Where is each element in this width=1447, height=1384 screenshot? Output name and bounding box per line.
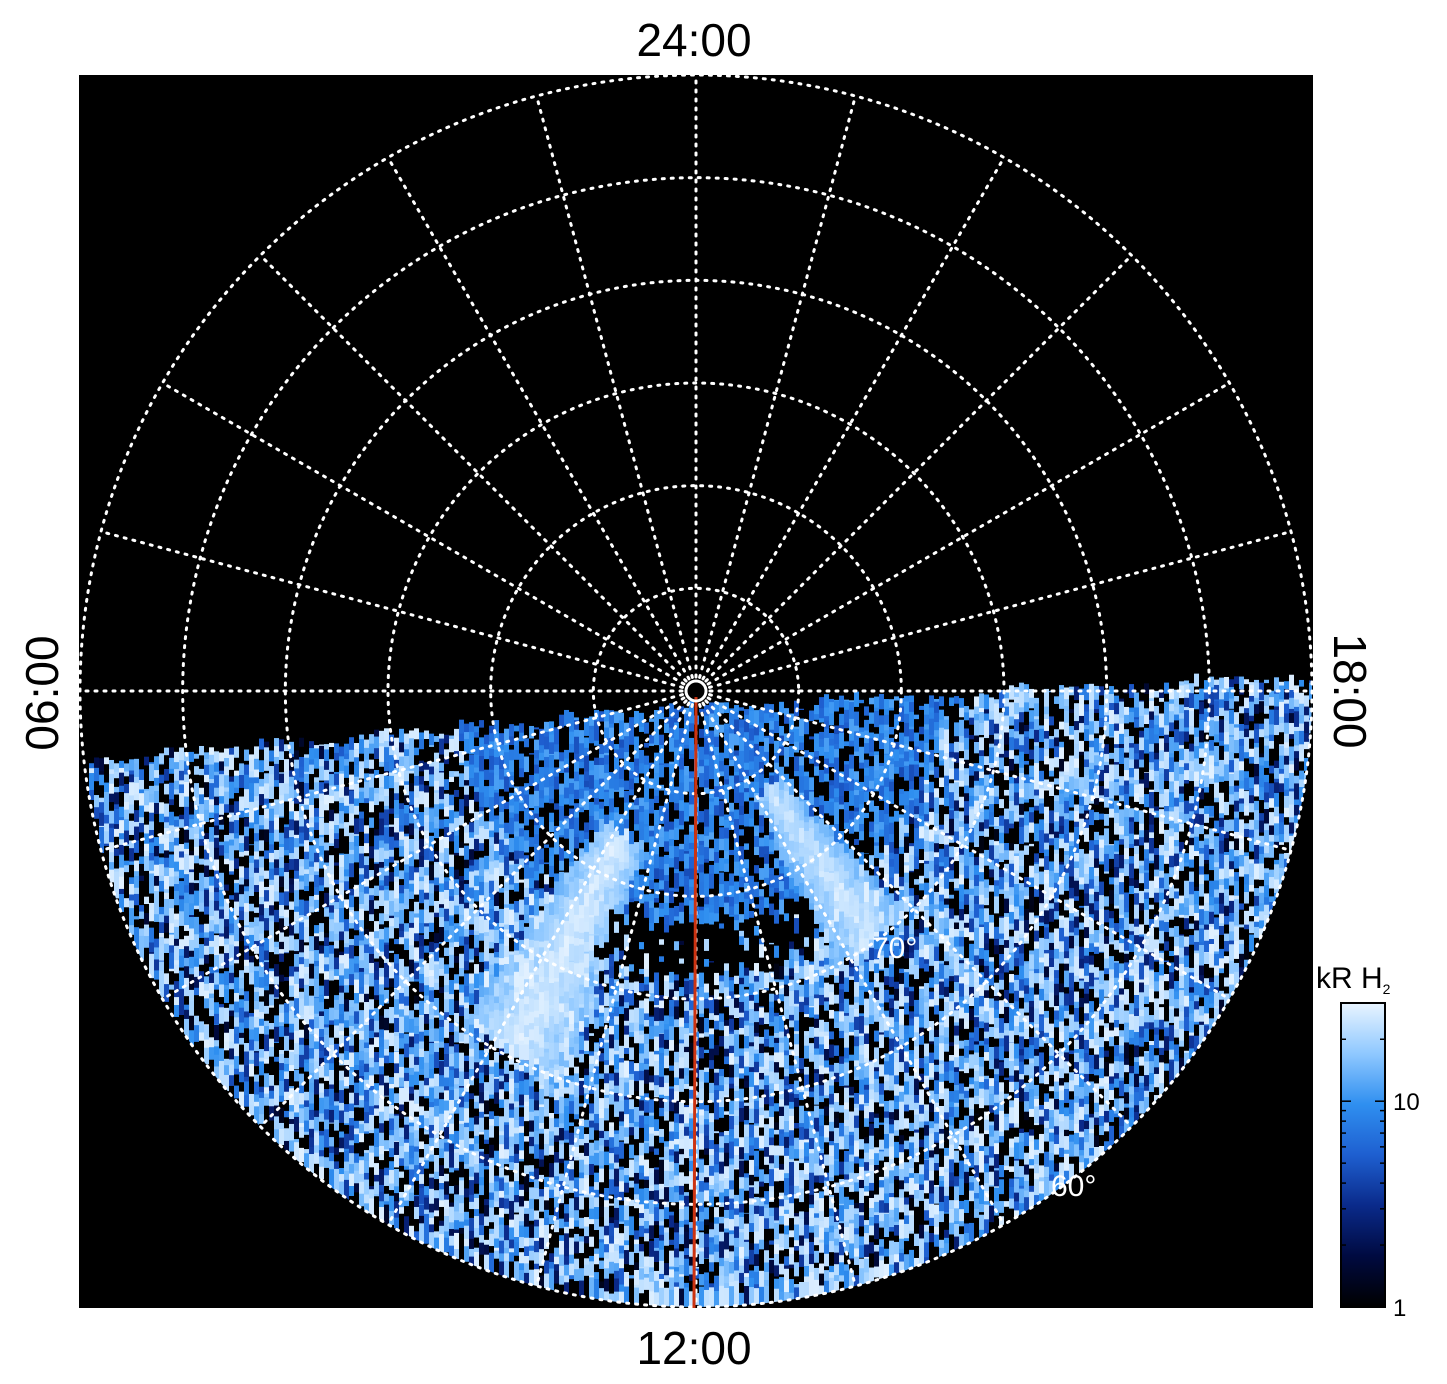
meridian-line xyxy=(161,696,686,1001)
noon-meridian-line xyxy=(692,696,698,1309)
emission-layer xyxy=(89,673,1312,1307)
meridian-line xyxy=(99,693,684,852)
latitude-label-70: 70° xyxy=(872,932,917,965)
latitude-circle xyxy=(386,381,1006,1001)
latitude-label-60: 60° xyxy=(1051,1170,1096,1203)
meridian-line xyxy=(701,701,1006,1226)
meridian-line xyxy=(708,530,1293,689)
latitude-circle xyxy=(181,176,1211,1206)
colorbar-tick-label: 10 xyxy=(1393,1089,1420,1116)
meridian-line xyxy=(706,381,1231,686)
meridian-line xyxy=(701,156,1006,681)
local-time-label-top: 24:00 xyxy=(636,14,751,66)
meridian-line xyxy=(706,696,1231,1001)
meridian-line xyxy=(704,253,1134,683)
meridian-line xyxy=(535,703,694,1288)
meridian-line xyxy=(386,156,691,681)
meridian-line xyxy=(99,530,684,689)
colorbar-title-main: kR H xyxy=(1316,962,1383,995)
meridian-line xyxy=(708,693,1293,852)
local-time-label-bottom: 12:00 xyxy=(636,1322,751,1374)
local-time-label-left: 06:00 xyxy=(16,635,68,750)
meridian-line xyxy=(161,381,686,686)
meridian-line xyxy=(258,253,688,683)
meridian-line xyxy=(698,94,857,679)
latitude-circle xyxy=(79,75,1313,1308)
meridian-line xyxy=(698,703,857,1288)
pole-marker xyxy=(684,679,708,703)
polar-grid xyxy=(79,75,1313,1308)
meridian-line xyxy=(258,699,688,1129)
colorbar-title: kR H2 xyxy=(1316,962,1391,997)
local-time-label-right: 18:00 xyxy=(1324,633,1376,748)
colorbar-tick-label: 1 xyxy=(1393,1295,1406,1322)
colorbar-title-subscript: 2 xyxy=(1383,981,1391,997)
meridian-line xyxy=(535,94,694,679)
meridian-line xyxy=(386,701,691,1226)
meridian-line xyxy=(704,699,1134,1129)
colorbar: kR H2 1 10 xyxy=(1316,962,1420,1322)
colorbar-ticks: 1 10 xyxy=(1341,1002,1420,1322)
colorbar-gradient xyxy=(1340,1002,1386,1308)
